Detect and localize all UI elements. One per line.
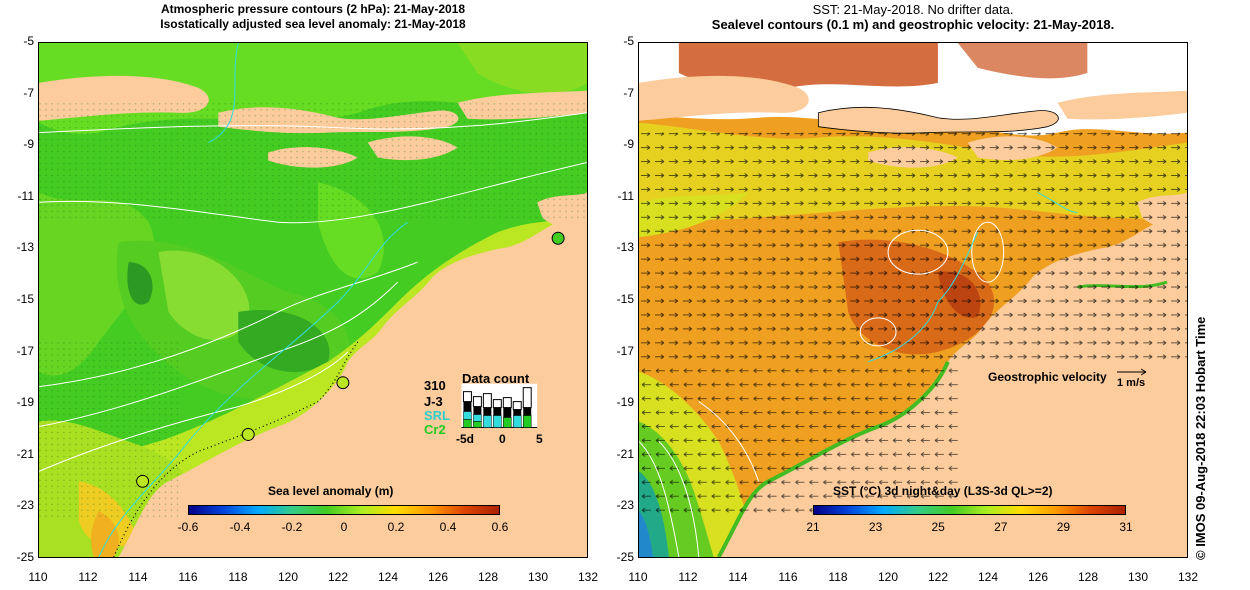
right-x-tick: 118	[828, 570, 848, 584]
sea-level-colorbar-tick: -0.2	[281, 520, 303, 534]
sea-level-anomaly-map	[38, 42, 588, 558]
left-x-tick: 126	[427, 570, 449, 584]
left-x-tick: 114	[128, 570, 148, 584]
right-x-tick: 116	[778, 570, 798, 584]
sea-level-colorbar-tick: 0.6	[491, 520, 509, 534]
velocity-arrow-icon	[1117, 368, 1147, 376]
right-title-line1: SST: 21-May-2018. No drifter data.	[812, 2, 1014, 17]
left-x-tick: 110	[28, 570, 48, 584]
left-y-tick: -19	[16, 395, 34, 410]
left-y-tick: -11	[17, 188, 34, 203]
sea-level-colorbar-tick: -0.4	[229, 520, 251, 534]
left-x-tick: 128	[477, 570, 499, 584]
right-x-tick: 124	[977, 570, 999, 584]
left-title-line2: Isostatically adjusted sea level anomaly…	[160, 17, 466, 31]
left-y-tick: -23	[16, 498, 34, 513]
right-y-tick: -11	[617, 188, 634, 203]
right-x-tick: 126	[1027, 570, 1049, 584]
left-title-line1: Atmospheric pressure contours (2 hPa): 2…	[160, 2, 466, 16]
right-y-tick: -13	[616, 240, 634, 255]
data-count-number: 310	[424, 378, 446, 393]
sea-level-colorbar-title: Sea level anomaly (m)	[268, 484, 394, 498]
right-x-tick: 122	[927, 570, 949, 584]
left-y-tick: -13	[16, 240, 34, 255]
data-count-sat-cr2: Cr2	[424, 422, 446, 437]
right-x-tick: 114	[728, 570, 748, 584]
right-x-tick: 112	[678, 570, 698, 584]
velocity-legend-unit: 1 m/s	[1117, 377, 1146, 389]
imos-credit-text: © IMOS 09-Aug-2018 22:03 Hobart Time	[1193, 316, 1208, 560]
sst-map-graphic	[639, 43, 1187, 557]
right-y-tick: -5	[623, 34, 634, 48]
sst-colorbar-tick: 23	[868, 520, 883, 534]
sst-colorbar-tick: 25	[931, 520, 945, 534]
data-count-histogram	[461, 383, 538, 429]
left-y-tick: -7	[23, 85, 34, 100]
data-count-title: Data count	[462, 371, 530, 386]
left-y-tick: -15	[16, 292, 34, 306]
velocity-legend-label: Geostrophic velocity	[988, 370, 1107, 384]
right-x-tick: 132	[1177, 570, 1199, 584]
left-x-tick: 130	[527, 570, 549, 584]
left-y-tick: -25	[16, 550, 34, 564]
right-y-tick: -21	[616, 446, 634, 461]
sea-level-colorbar-tick: 0.2	[387, 520, 405, 534]
right-y-tick: -9	[623, 137, 634, 152]
sst-colorbar-tick: 31	[1119, 520, 1133, 534]
data-count-tick-0: 0	[499, 432, 506, 446]
left-x-tick: 124	[377, 570, 399, 584]
right-map-title: SST: 21-May-2018. No drifter data. Seale…	[638, 2, 1188, 32]
data-count-tick-minus5: -5d	[456, 432, 474, 446]
sea-level-colorbar-tick: 0	[340, 520, 348, 534]
left-x-tick: 118	[228, 570, 248, 584]
sea-level-colorbar	[188, 505, 500, 515]
sea-level-anomaly-map-graphic	[39, 43, 587, 557]
left-x-tick: 116	[178, 570, 198, 584]
sea-level-colorbar-tick: 0.4	[439, 520, 457, 534]
left-x-tick: 112	[78, 570, 98, 584]
right-x-tick: 128	[1077, 570, 1099, 584]
right-x-tick: 120	[877, 570, 899, 584]
sst-colorbar-tick: 29	[1056, 520, 1071, 534]
sst-colorbar	[813, 505, 1126, 515]
left-y-tick: -5	[23, 34, 34, 48]
sst-colorbar-title: SST (°C) 3d night&day (L3S-3d QL>=2)	[833, 484, 1053, 498]
right-y-tick: -25	[616, 550, 634, 564]
sst-colorbar-tick: 21	[806, 520, 820, 534]
right-y-tick: -23	[616, 498, 634, 513]
right-x-tick: 130	[1127, 570, 1149, 584]
sst-map	[638, 42, 1188, 558]
left-x-tick: 122	[327, 570, 349, 584]
left-map-title: Atmospheric pressure contours (2 hPa): 2…	[38, 2, 588, 32]
data-count-sat-j3: J-3	[424, 394, 443, 409]
right-x-tick: 110	[628, 570, 648, 584]
sst-colorbar-tick: 27	[994, 520, 1008, 534]
right-y-tick: -15	[616, 292, 634, 306]
right-y-tick: -7	[623, 85, 634, 100]
data-count-tick-5: 5	[536, 432, 543, 446]
right-y-tick: -17	[616, 343, 634, 358]
sea-level-colorbar-tick: -0.6	[177, 520, 199, 534]
left-x-tick: 120	[277, 570, 299, 584]
data-count-sat-srl: SRL	[424, 408, 450, 423]
left-y-tick: -17	[16, 343, 34, 358]
left-y-tick: -21	[16, 446, 34, 461]
left-y-tick: -9	[23, 137, 34, 152]
left-x-tick: 132	[577, 570, 599, 584]
right-y-tick: -19	[616, 395, 634, 410]
right-title-line2: Sealevel contours (0.1 m) and geostrophi…	[711, 17, 1115, 32]
